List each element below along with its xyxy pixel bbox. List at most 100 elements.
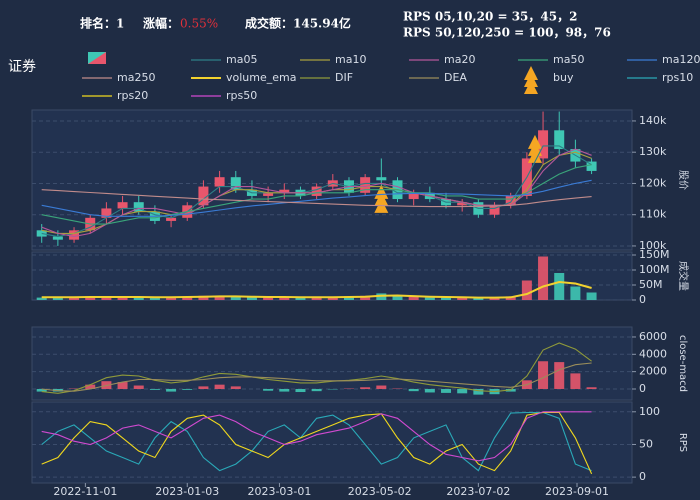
DIF-line <box>41 342 592 394</box>
x-tick-label: 2022-11-01 <box>53 485 117 498</box>
candle-body <box>408 192 419 200</box>
legend-label: rps10 <box>662 71 693 84</box>
legend-label: DIF <box>335 71 353 84</box>
bar <box>279 388 290 392</box>
bar <box>554 362 565 389</box>
bar <box>198 295 209 300</box>
bar <box>246 297 257 300</box>
y-tick-label: 0 <box>639 382 646 395</box>
bar <box>85 296 96 300</box>
bar <box>101 296 112 300</box>
bar <box>554 273 565 300</box>
bar <box>360 295 371 300</box>
x-tick-label: 2023-05-02 <box>348 485 412 498</box>
candle-body <box>69 230 80 240</box>
y-tick-label: 50 <box>639 437 653 450</box>
candle-body <box>263 192 274 196</box>
bar <box>521 280 532 300</box>
bar <box>408 297 419 300</box>
ma05-line <box>41 145 592 238</box>
bar <box>457 388 468 394</box>
y-tick-label: 4000 <box>639 347 667 360</box>
candle-body <box>279 189 290 193</box>
bar <box>473 388 484 395</box>
bar <box>149 388 160 390</box>
candle-body <box>117 202 128 209</box>
bar <box>343 296 354 300</box>
bar <box>376 385 387 389</box>
legend-label: volume_ema <box>226 71 296 84</box>
tree-part <box>527 148 542 163</box>
x-tick-label: 2023-07-02 <box>446 485 510 498</box>
bar <box>230 296 241 300</box>
candle-body <box>198 186 209 206</box>
y-tick-label: 110k <box>639 208 667 221</box>
bar <box>117 382 128 389</box>
bar <box>182 388 193 390</box>
bar <box>36 388 47 392</box>
legend-label: ma10 <box>335 53 366 66</box>
rps-long: RPS 50,120,250 = 100，98，76 <box>403 26 611 40</box>
y-axis-label: close-macd <box>677 335 688 392</box>
turnover: 成交额：145.94亿 <box>245 16 351 31</box>
bar <box>489 297 500 300</box>
bar <box>182 296 193 300</box>
candle-body <box>230 177 241 190</box>
candle-body <box>457 202 468 206</box>
bar <box>586 292 597 300</box>
y-tick-label: 2000 <box>639 365 667 378</box>
legend-buy-icon <box>524 66 538 94</box>
buy-marker <box>527 134 542 163</box>
bar <box>473 297 484 300</box>
security-title: 证券 <box>8 59 36 75</box>
bar <box>441 388 452 393</box>
x-tick-label: 2023-01-03 <box>155 485 219 498</box>
rps50-line <box>41 411 592 462</box>
bar <box>408 388 419 392</box>
legend-candle-icon <box>88 52 106 64</box>
rps20-line <box>41 411 593 475</box>
y-tick-label: 130k <box>639 145 667 158</box>
y-tick-label: 120k <box>639 176 667 189</box>
candle-body <box>489 205 500 215</box>
bar <box>538 361 549 389</box>
bar <box>311 297 322 300</box>
y-tick-label: 50M <box>639 278 663 291</box>
legend-label: buy <box>553 71 574 84</box>
bar <box>85 384 96 389</box>
y-axis-label: 股价 <box>677 170 689 190</box>
y-tick-label: 100M <box>639 263 670 276</box>
candle-body <box>586 161 597 171</box>
legend-label: ma05 <box>226 53 257 66</box>
legend-label: ma50 <box>553 53 584 66</box>
bar <box>570 286 581 300</box>
bar <box>586 387 597 389</box>
rps-short: RPS 05,10,20 = 35，45，2 <box>403 10 577 24</box>
y-tick-label: 0 <box>639 293 646 306</box>
panel-frame <box>31 401 633 484</box>
bar <box>424 388 435 393</box>
y-axis-label: 成交量 <box>677 261 690 291</box>
ma250-line <box>41 189 592 208</box>
bar <box>441 297 452 300</box>
bar <box>279 297 290 300</box>
bar <box>263 388 274 391</box>
legend-label: rps50 <box>226 89 257 102</box>
bar <box>198 386 209 389</box>
candle-body <box>52 236 63 240</box>
y-tick-label: 6000 <box>639 330 667 343</box>
legend-label: DEA <box>444 71 467 84</box>
candle-body <box>360 177 371 193</box>
bar <box>69 297 80 300</box>
bar <box>214 296 225 300</box>
candle-body <box>554 130 565 150</box>
candle-body <box>538 130 549 159</box>
bar <box>166 297 177 300</box>
candle-body <box>101 208 112 218</box>
bar <box>133 385 144 389</box>
change: 0.55% <box>180 17 218 31</box>
candle-body <box>505 195 516 206</box>
rps10-line <box>41 411 592 472</box>
volume-ema-line <box>41 280 592 299</box>
